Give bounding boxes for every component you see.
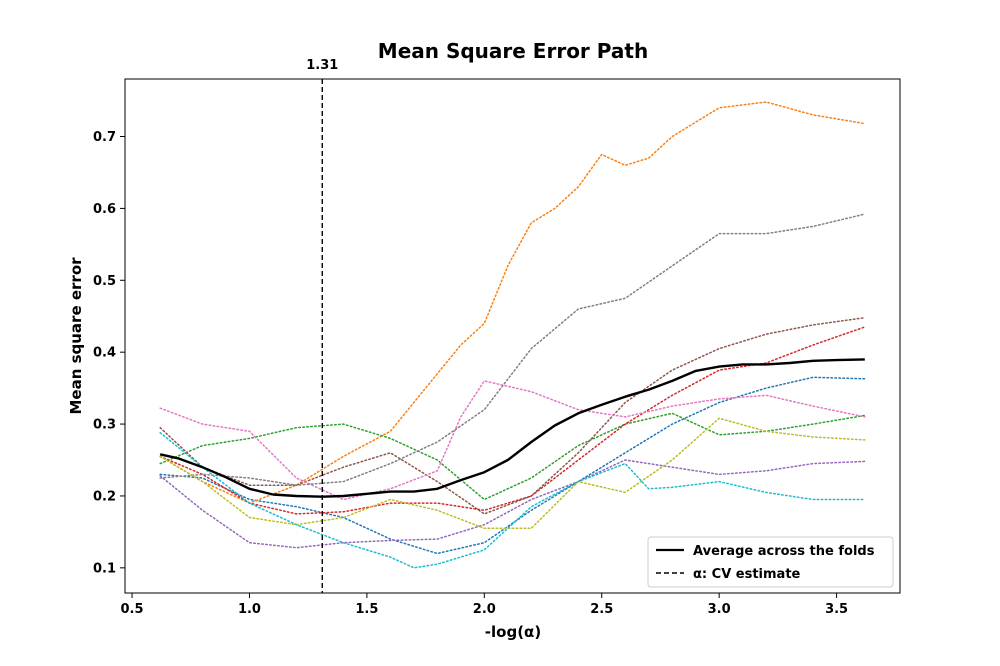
x-tick-label: 3.0 [708, 602, 731, 617]
legend-label-cv: α: CV estimate [693, 567, 801, 582]
y-axis-ticks: 0.1 0.2 0.3 0.4 0.5 0.6 0.7 [93, 130, 125, 576]
average-line [159, 358, 865, 498]
cv-estimate-label: 1.31 [306, 58, 338, 73]
x-tick-label: 2.5 [590, 602, 613, 617]
y-axis-label: Mean square error [67, 257, 85, 415]
y-tick-label: 0.7 [93, 130, 116, 145]
legend-label-mean: Average across the folds [693, 544, 875, 559]
plot-area: 1.31 [124, 58, 901, 594]
fold-line-4 [159, 326, 866, 515]
x-tick-label: 2.0 [473, 602, 496, 617]
y-tick-label: 0.1 [93, 561, 116, 576]
x-tick-label: 1.5 [355, 602, 378, 617]
fold-line-7 [159, 380, 866, 501]
fold-line-2 [159, 101, 866, 504]
y-tick-label: 0.3 [93, 418, 116, 433]
mean-line [159, 358, 865, 498]
fold-line-5 [159, 459, 866, 549]
fold-line-1 [159, 376, 866, 555]
chart-title: Mean Square Error Path [378, 39, 648, 63]
x-tick-label: 1.0 [238, 602, 261, 617]
x-tick-label: 3.5 [825, 602, 848, 617]
fold-line-3 [159, 412, 866, 501]
y-tick-label: 0.6 [93, 202, 116, 217]
plot-frame [124, 78, 901, 594]
fold-line-8 [159, 213, 866, 486]
legend-box [647, 536, 894, 588]
fold-lines [159, 101, 866, 569]
cv-estimate-line: 1.31 [306, 58, 338, 593]
x-tick-label: 0.5 [121, 602, 144, 617]
fold-line-9 [159, 417, 866, 530]
legend: Average across the folds α: CV estimate [647, 536, 894, 588]
y-tick-label: 0.2 [93, 489, 116, 504]
x-axis-label: -log(α) [485, 623, 541, 641]
fold-line-6 [159, 316, 866, 515]
x-axis-ticks: 0.5 1.0 1.5 2.0 2.5 3.0 3.5 [121, 593, 848, 617]
y-tick-label: 0.4 [93, 346, 116, 361]
y-tick-label: 0.5 [93, 274, 116, 289]
fold-line-10 [159, 431, 866, 569]
